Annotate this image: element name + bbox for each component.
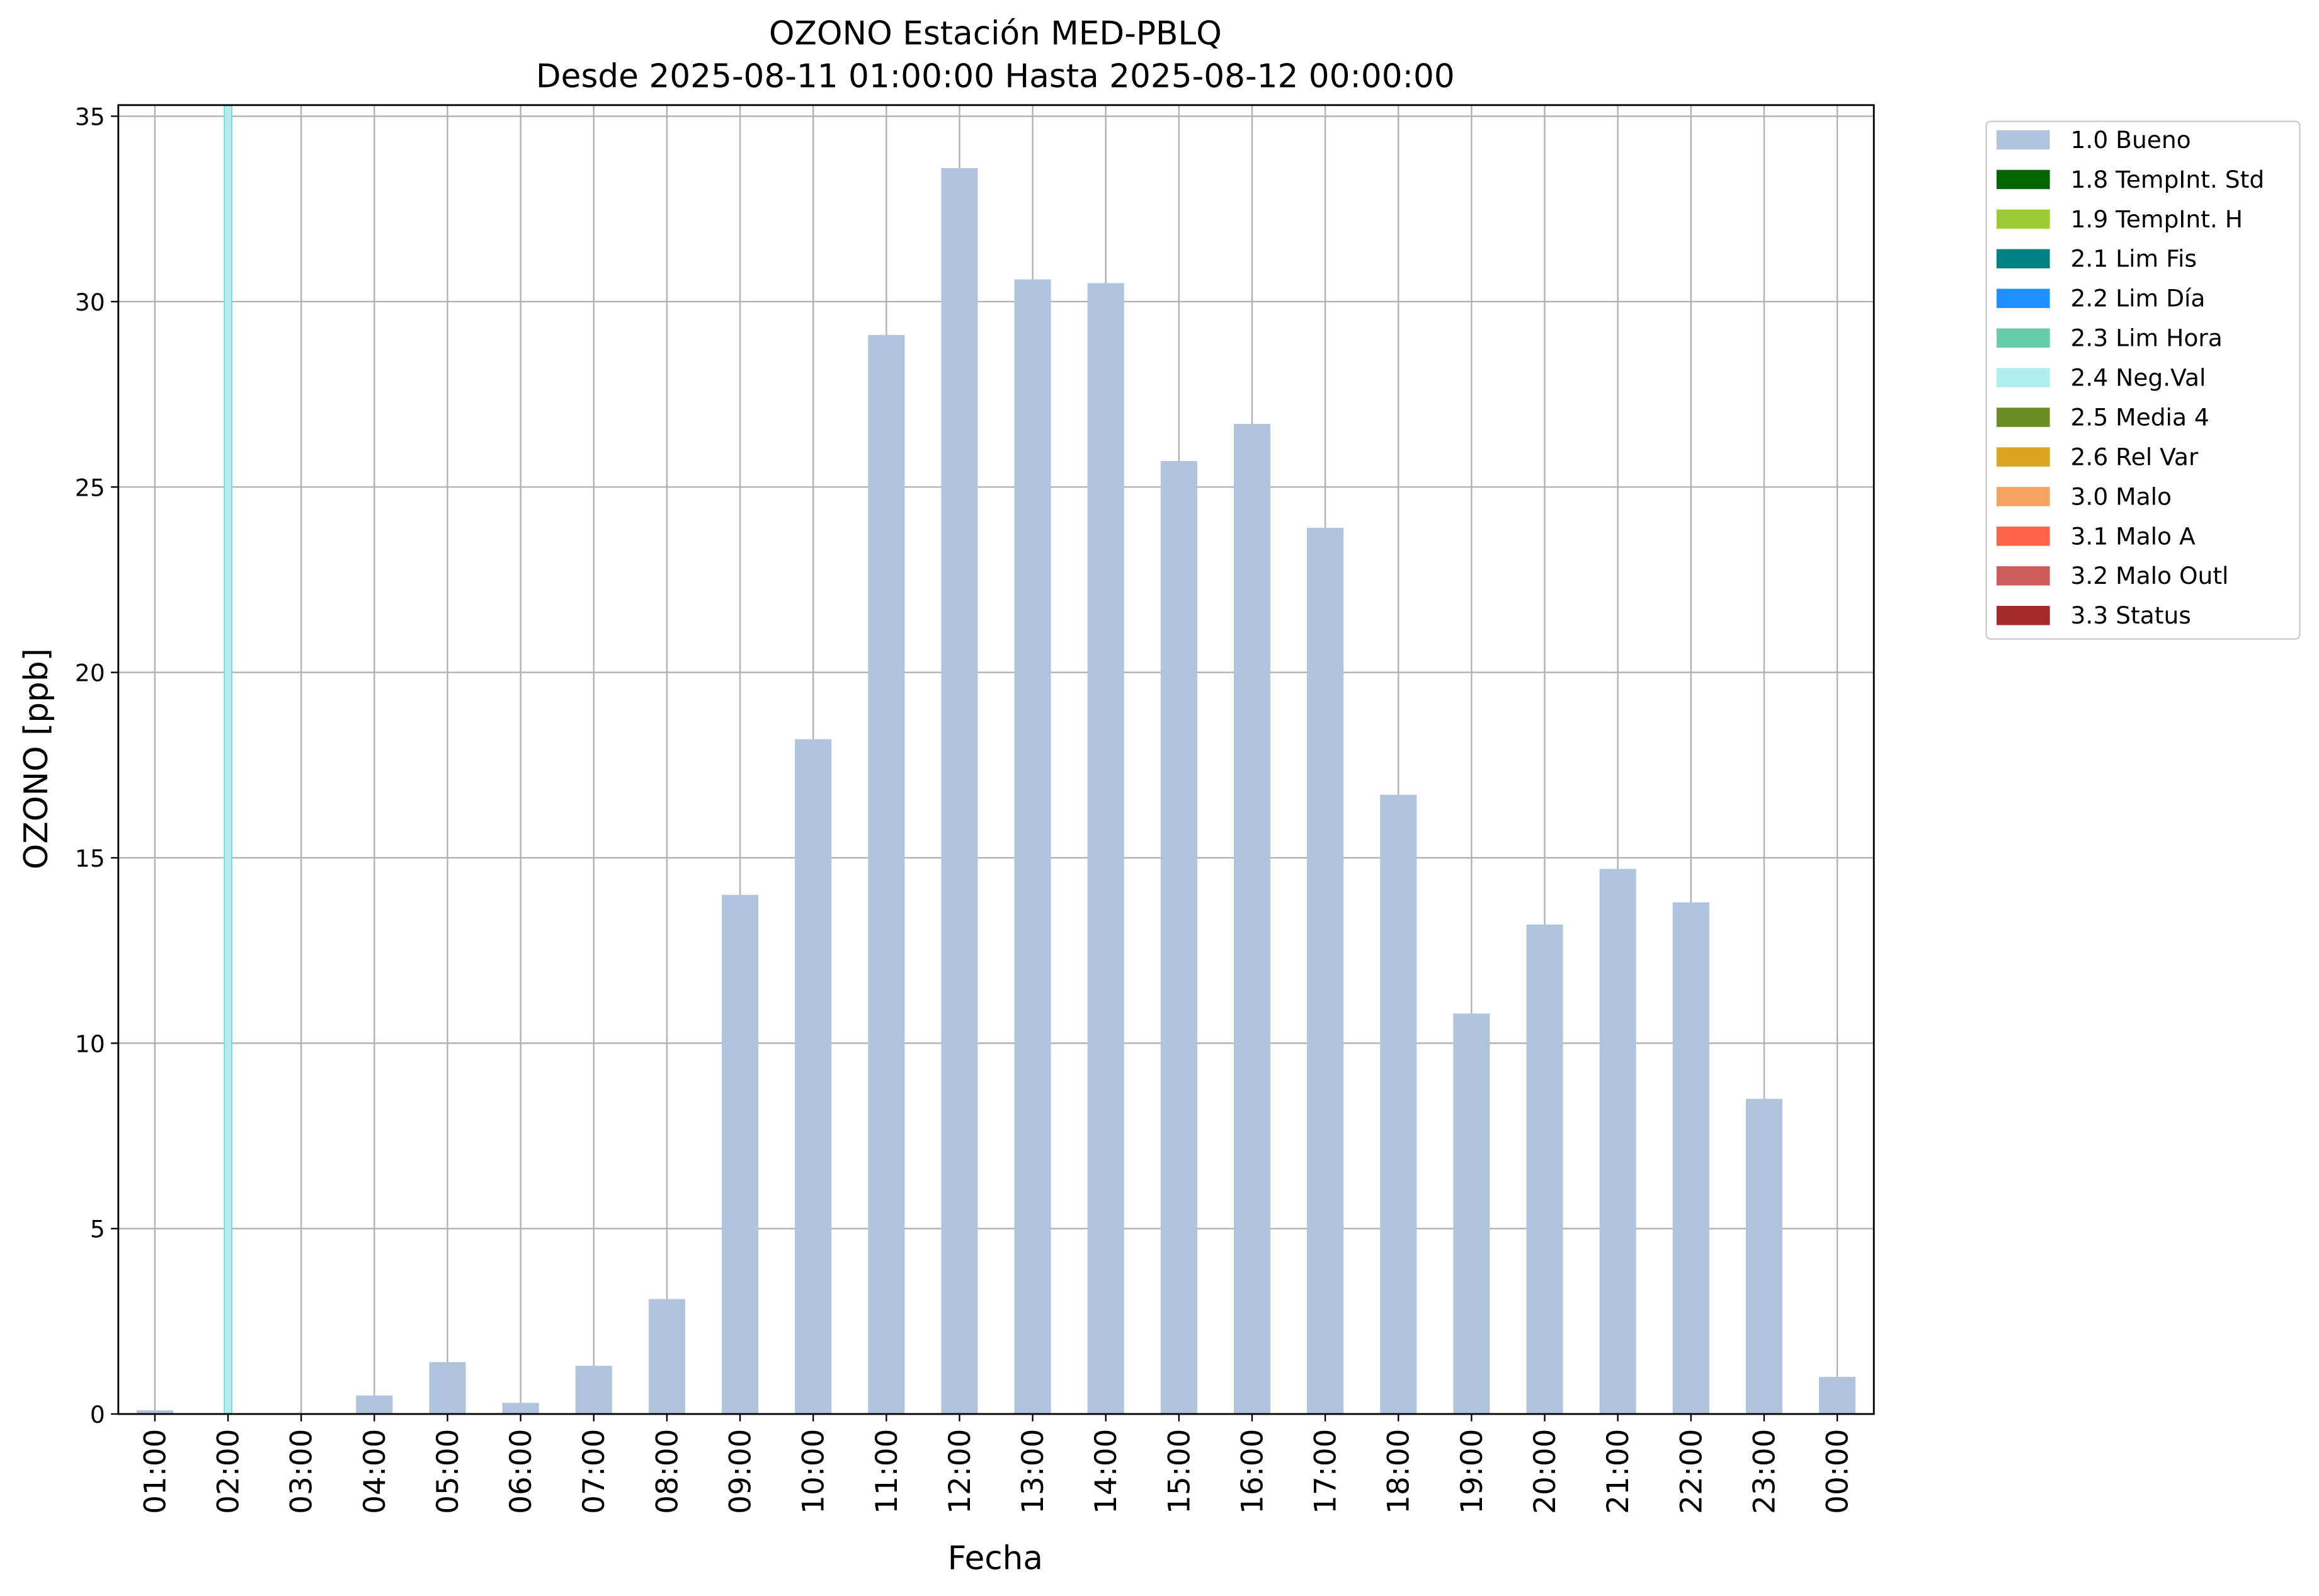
bar: [1526, 924, 1563, 1415]
y-axis-label: OZONO [ppb]: [18, 648, 55, 869]
y-tick-label: 30: [75, 288, 105, 316]
bar: [648, 1299, 685, 1415]
legend-label: 3.1 Malo A: [2071, 522, 2196, 550]
legend-label: 1.8 TempInt. Std: [2071, 166, 2265, 193]
legend-swatch: [1997, 249, 2050, 269]
legend-label: 1.0 Bueno: [2071, 126, 2191, 154]
legend-swatch: [1997, 209, 2050, 229]
bar: [502, 1403, 539, 1415]
chart-title: OZONO Estación MED-PBLQ: [769, 15, 1222, 53]
legend-swatch: [1997, 487, 2050, 506]
chart-subtitle: Desde 2025-08-11 01:00:00 Hasta 2025-08-…: [536, 58, 1455, 96]
bar: [356, 1395, 393, 1415]
x-tick-label: 04:00: [358, 1429, 392, 1514]
bar: [795, 739, 832, 1415]
bar: [1307, 527, 1344, 1415]
axes-frame: [117, 104, 1875, 1415]
x-tick-label: 23:00: [1747, 1429, 1782, 1514]
x-axis-label: Fecha: [948, 1540, 1043, 1578]
bar: [1819, 1377, 1856, 1415]
x-tick-label: 09:00: [723, 1429, 758, 1514]
bar: [1745, 1098, 1783, 1415]
legend-label: 2.2 Lim Día: [2071, 285, 2206, 312]
x-tick-label: 05:00: [431, 1429, 465, 1514]
x-tick-label: 12:00: [943, 1429, 977, 1514]
bar: [136, 1410, 173, 1415]
x-tick-label: 15:00: [1162, 1429, 1197, 1514]
bar: [941, 168, 978, 1415]
legend-swatch: [1997, 408, 2050, 427]
x-tick-label: 00:00: [1821, 1429, 1855, 1514]
y-tick-label: 35: [75, 103, 105, 131]
legend-swatch: [1997, 328, 2050, 348]
x-tick-label: 10:00: [797, 1429, 831, 1514]
y-tick-label: 10: [75, 1030, 105, 1057]
x-tick-label: 20:00: [1528, 1429, 1563, 1514]
x-tick-label: 21:00: [1601, 1429, 1636, 1514]
bar: [868, 334, 905, 1415]
y-tick-label: 15: [75, 845, 105, 872]
legend-swatch: [1997, 130, 2050, 150]
legend-swatch: [1997, 169, 2050, 190]
x-tick-label: 19:00: [1455, 1429, 1490, 1514]
y-tick-label: 0: [90, 1401, 105, 1428]
x-tick-label: 02:00: [212, 1429, 246, 1514]
y-tick-label: 25: [75, 474, 105, 501]
bar: [1014, 279, 1051, 1415]
x-tick-label: 11:00: [870, 1429, 904, 1514]
legend-label: 3.2 Malo Outl: [2071, 562, 2229, 590]
flag-span: [224, 104, 232, 1415]
x-tick-label: 08:00: [650, 1429, 685, 1514]
bar: [1672, 902, 1709, 1415]
bar: [1380, 794, 1417, 1415]
legend-swatch: [1997, 605, 2050, 625]
bar: [1160, 461, 1197, 1415]
legend-swatch: [1997, 447, 2050, 467]
legend: 1.0 Bueno 1.8 TempInt. Std 1.9 TempInt. H 2…: [1997, 126, 2264, 629]
x-tick-label: 18:00: [1382, 1429, 1416, 1514]
plot-area: 0 5 10 15 20 25 30 35 01:00 02:00 03:00 04:00 05:00 0…: [75, 103, 1874, 1514]
x-tick-label: 03:00: [285, 1429, 319, 1514]
x-tick-label: 06:00: [504, 1429, 538, 1514]
legend-label: 2.1 Lim Fis: [2071, 245, 2197, 273]
x-tick-label: 17:00: [1309, 1429, 1343, 1514]
bar: [722, 894, 759, 1415]
bar: [1453, 1013, 1490, 1415]
bar: [575, 1365, 612, 1415]
legend-label: 2.4 Neg.Val: [2071, 364, 2206, 392]
legend-swatch: [1997, 527, 2050, 546]
legend-label: 2.5 Media 4: [2071, 403, 2209, 431]
legend-swatch: [1997, 368, 2050, 387]
x-tick-label: 07:00: [577, 1429, 612, 1514]
legend-label: 2.3 Lim Hora: [2071, 324, 2223, 352]
x-tick-label: 14:00: [1089, 1429, 1124, 1514]
legend-label: 1.9 TempInt. H: [2071, 205, 2243, 233]
y-tick-label: 20: [75, 659, 105, 687]
legend-swatch: [1997, 566, 2050, 586]
x-tick-label: 01:00: [138, 1429, 173, 1514]
bar: [1087, 283, 1124, 1415]
x-tick-label: 22:00: [1674, 1429, 1709, 1514]
bar: [429, 1362, 466, 1415]
legend-swatch: [1997, 288, 2050, 309]
x-tick-label: 13:00: [1016, 1429, 1051, 1514]
bar: [1599, 869, 1636, 1415]
y-tick-label: 5: [90, 1216, 105, 1243]
legend-box: [1985, 120, 2301, 640]
legend-label: 3.0 Malo: [2071, 482, 2172, 510]
x-tick-label: 16:00: [1235, 1429, 1270, 1514]
legend-label: 2.6 Rel Var: [2071, 443, 2199, 470]
legend-label: 3.3 Status: [2071, 601, 2191, 629]
bar: [1233, 424, 1271, 1415]
